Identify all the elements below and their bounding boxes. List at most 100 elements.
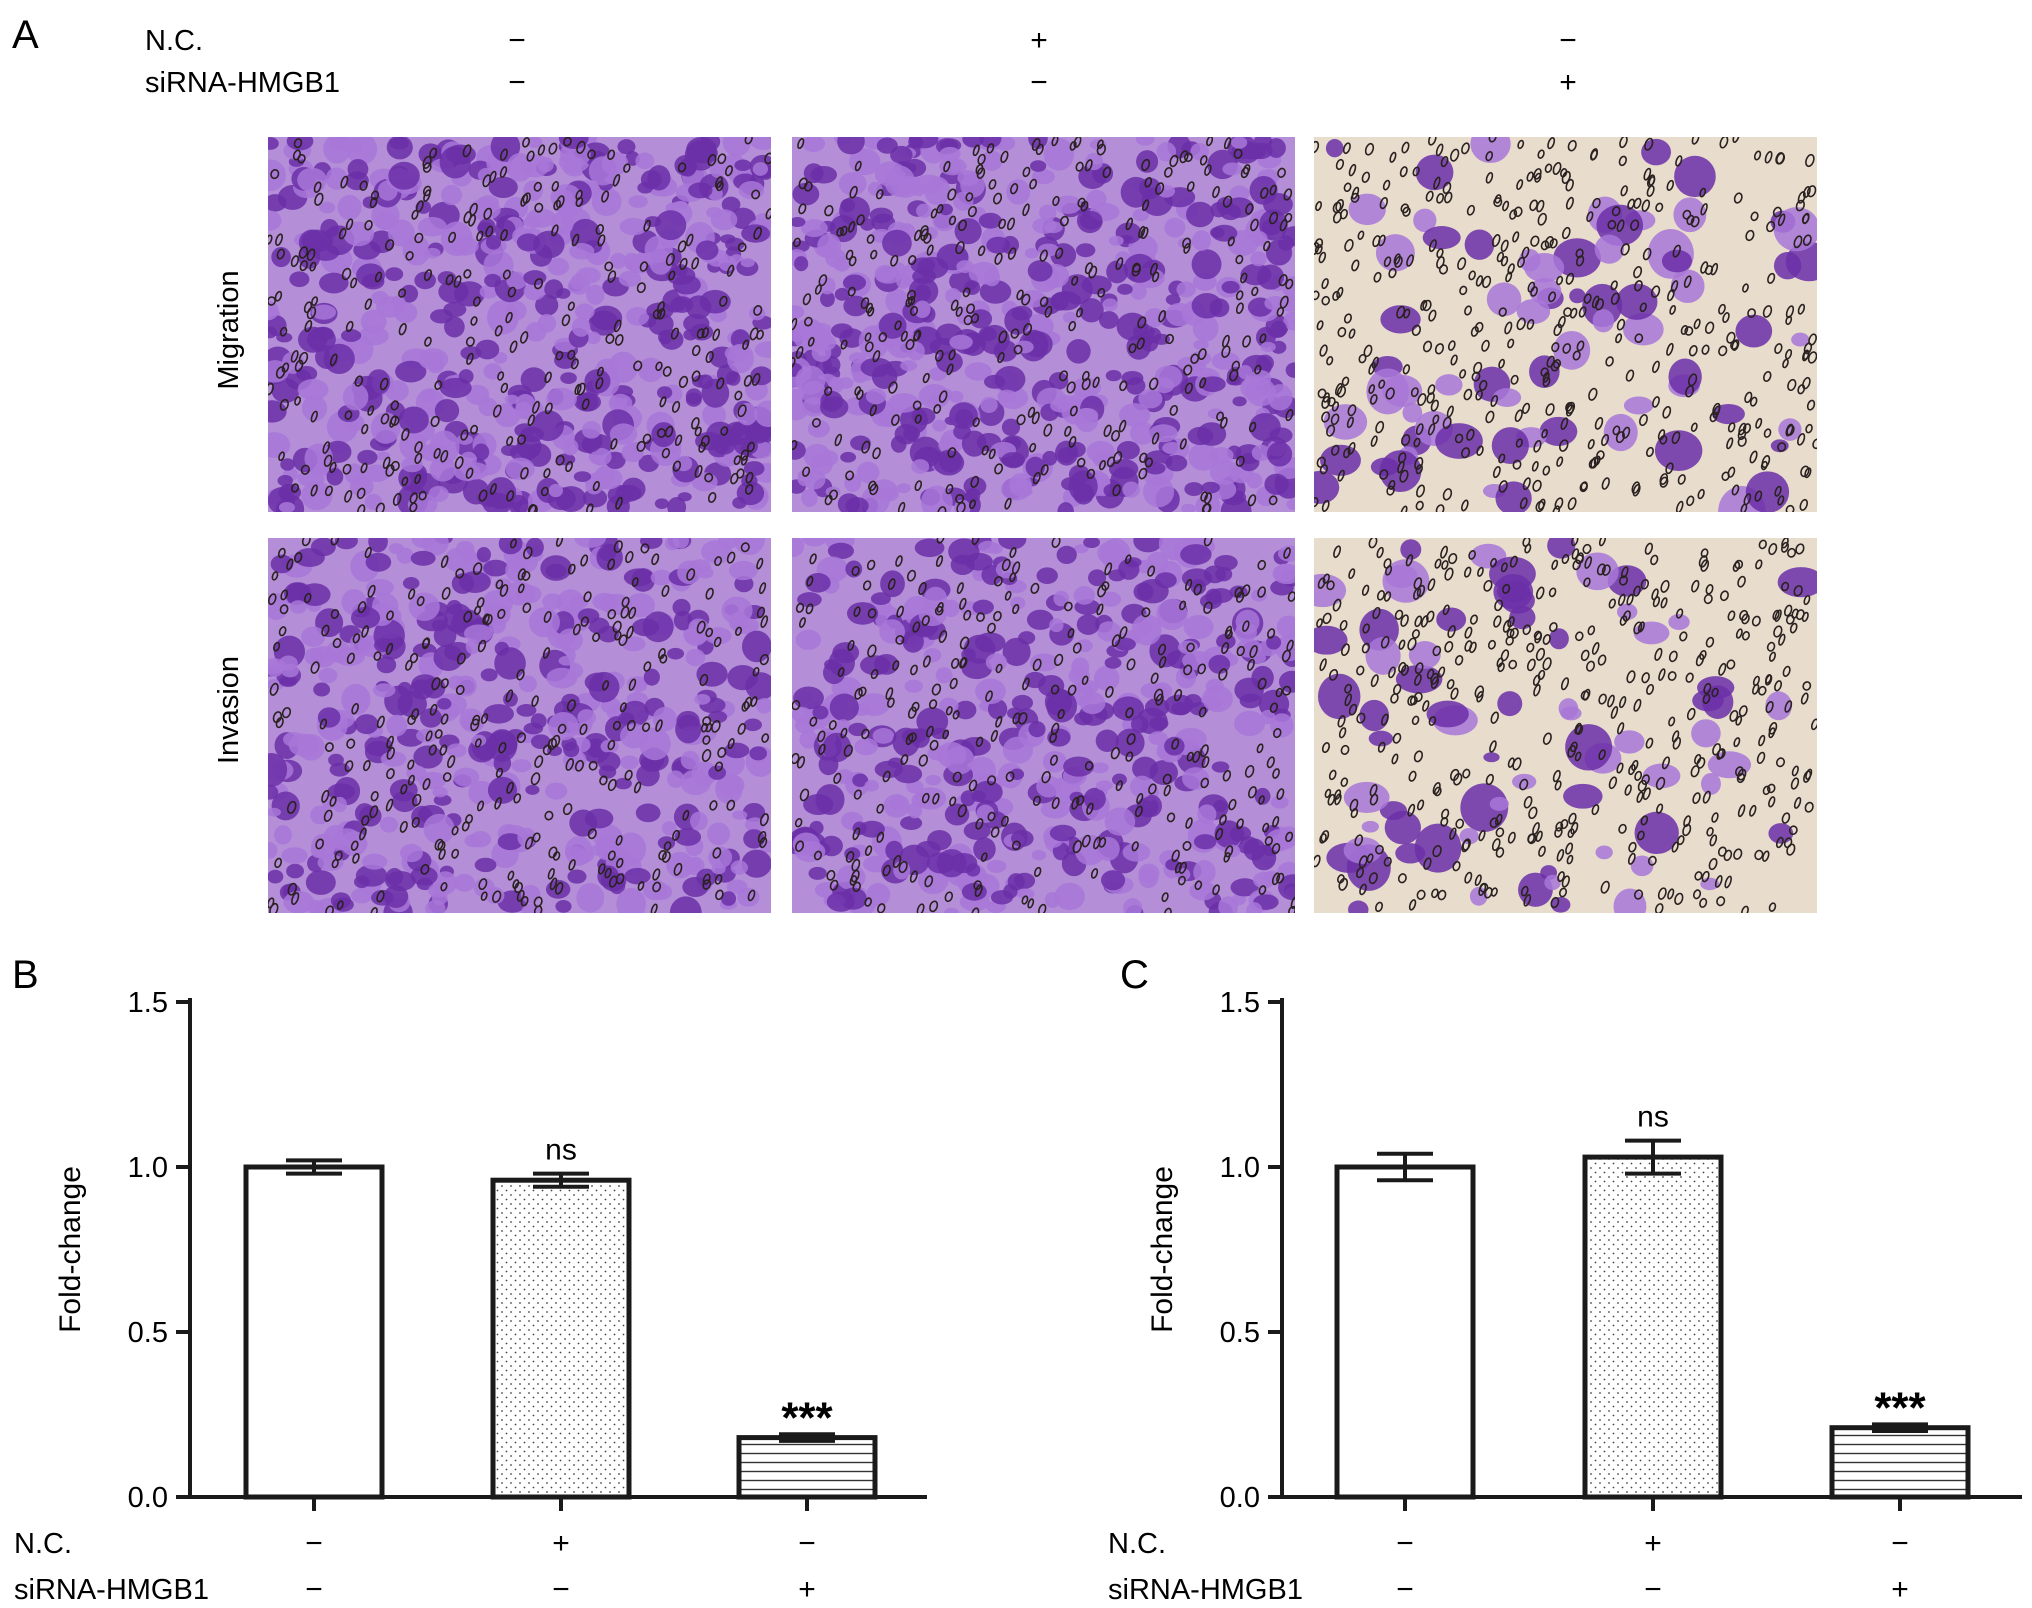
membrane-pore (1071, 275, 1079, 286)
stained-cell (301, 395, 328, 422)
membrane-pore (1758, 539, 1767, 550)
membrane-pore (1414, 615, 1423, 628)
membrane-pore (1544, 235, 1554, 249)
membrane-pore (717, 153, 727, 165)
membrane-pore (1440, 545, 1448, 559)
stained-cell (1068, 667, 1091, 685)
stained-cell (979, 137, 1002, 148)
membrane-pore (521, 570, 531, 581)
stained-cell (590, 305, 623, 331)
membrane-pore (1370, 435, 1378, 447)
stained-cell (364, 493, 383, 510)
membrane-pore (534, 755, 544, 768)
bar (490, 1177, 632, 1500)
stained-cell (1253, 137, 1273, 150)
membrane-pore (1247, 658, 1255, 671)
stained-cell (1075, 243, 1096, 258)
membrane-pore (1616, 762, 1624, 774)
membrane-pore (1004, 590, 1012, 601)
membrane-pore (369, 196, 378, 209)
stained-cell (685, 856, 705, 876)
stained-cell (1272, 563, 1295, 585)
membrane-pore (1140, 226, 1149, 240)
membrane-pore (451, 848, 460, 859)
stained-cell (1278, 826, 1295, 847)
membrane-pore (1179, 438, 1187, 450)
significance-label: *** (1874, 1383, 1926, 1432)
stained-cell (1132, 208, 1150, 222)
membrane-pore (1487, 639, 1496, 650)
membrane-pore (1540, 367, 1549, 377)
membrane-pore (840, 339, 848, 350)
membrane-pore (1076, 307, 1084, 318)
membrane-pore (463, 269, 472, 279)
membrane-pore (1548, 587, 1557, 598)
membrane-pore (959, 656, 967, 669)
stained-cell (1145, 327, 1162, 344)
membrane-pore (1128, 343, 1137, 354)
membrane-pore (1568, 812, 1577, 825)
membrane-pore (1269, 211, 1279, 225)
membrane-pore (507, 870, 515, 881)
stained-cell (385, 267, 404, 281)
stained-cell (455, 675, 477, 697)
stained-cell (1630, 855, 1654, 877)
membrane-pore (671, 400, 681, 413)
membrane-pore (760, 615, 769, 629)
membrane-pore (813, 850, 823, 861)
stained-cell (535, 294, 559, 317)
membrane-pore (1489, 740, 1497, 753)
membrane-pore (1646, 446, 1654, 457)
membrane-pore (1113, 451, 1123, 464)
stained-cell (1042, 751, 1067, 773)
membrane-pore (1655, 776, 1666, 790)
stained-cell (488, 176, 518, 199)
y-tick-label: 0.0 (128, 1482, 168, 1514)
membrane-pore (934, 349, 944, 362)
stained-cell (546, 387, 577, 411)
membrane-pore (447, 755, 456, 769)
stained-cell (869, 207, 894, 224)
stained-cell (571, 317, 591, 337)
membrane-pore (1474, 321, 1484, 333)
membrane-pore (1084, 761, 1094, 771)
membrane-pore (1420, 615, 1429, 628)
membrane-pore (506, 436, 514, 446)
membrane-pore (1138, 225, 1146, 239)
membrane-pore (1380, 635, 1390, 649)
membrane-pore (670, 327, 680, 340)
stained-cell (475, 339, 500, 360)
membrane-pore (502, 269, 511, 280)
membrane-pore (363, 760, 371, 772)
stained-cell (1614, 730, 1645, 754)
membrane-pore (1743, 493, 1752, 506)
membrane-pore (1644, 542, 1653, 555)
membrane-pore (1565, 842, 1574, 855)
stained-cell (942, 599, 960, 618)
membrane-pore (431, 677, 441, 691)
stained-cell (384, 380, 409, 402)
membrane-pore (1598, 693, 1607, 705)
stained-cell (836, 864, 866, 890)
membrane-pore (1016, 289, 1024, 301)
membrane-pore (1400, 664, 1410, 676)
membrane-pore (952, 771, 962, 783)
membrane-pore (1141, 158, 1151, 172)
stained-cell (944, 803, 970, 826)
stained-cell (935, 667, 953, 684)
membrane-pore (359, 827, 367, 841)
membrane-pore (1475, 389, 1483, 401)
stained-cell (1133, 582, 1154, 601)
membrane-pore (869, 404, 877, 417)
stained-cell (1024, 248, 1039, 259)
membrane-pore (1126, 733, 1136, 746)
membrane-pore (1563, 307, 1573, 317)
stained-cell (1470, 137, 1511, 164)
membrane-pore (1523, 795, 1533, 809)
membrane-pore (1199, 377, 1207, 389)
membrane-pore (373, 651, 382, 661)
condition-sign: − (1030, 66, 1048, 99)
membrane-pore (567, 563, 576, 575)
stained-cell (1623, 396, 1654, 415)
membrane-pore (1697, 488, 1705, 500)
